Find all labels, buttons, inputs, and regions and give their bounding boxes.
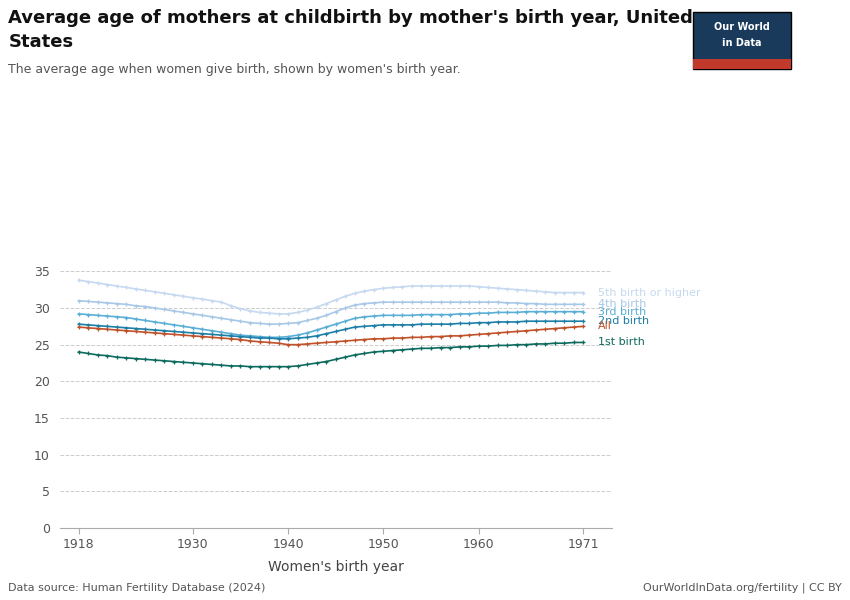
- Text: OurWorldInData.org/fertility | CC BY: OurWorldInData.org/fertility | CC BY: [643, 582, 842, 593]
- Text: in Data: in Data: [722, 38, 762, 49]
- Text: The average age when women give birth, shown by women's birth year.: The average age when women give birth, s…: [8, 63, 462, 76]
- Text: Our World: Our World: [714, 22, 769, 32]
- Text: Data source: Human Fertility Database (2024): Data source: Human Fertility Database (2…: [8, 583, 266, 593]
- Text: 5th birth or higher: 5th birth or higher: [598, 287, 700, 298]
- Text: 3rd birth: 3rd birth: [598, 307, 646, 317]
- X-axis label: Women's birth year: Women's birth year: [268, 560, 404, 574]
- Bar: [693, 59, 791, 69]
- Text: 2nd birth: 2nd birth: [598, 316, 649, 326]
- Text: Average age of mothers at childbirth by mother's birth year, United: Average age of mothers at childbirth by …: [8, 9, 694, 27]
- Text: 4th birth: 4th birth: [598, 299, 646, 310]
- Text: States: States: [8, 33, 74, 51]
- FancyBboxPatch shape: [693, 12, 791, 69]
- Text: 1st birth: 1st birth: [598, 337, 644, 347]
- Text: All: All: [598, 322, 612, 331]
